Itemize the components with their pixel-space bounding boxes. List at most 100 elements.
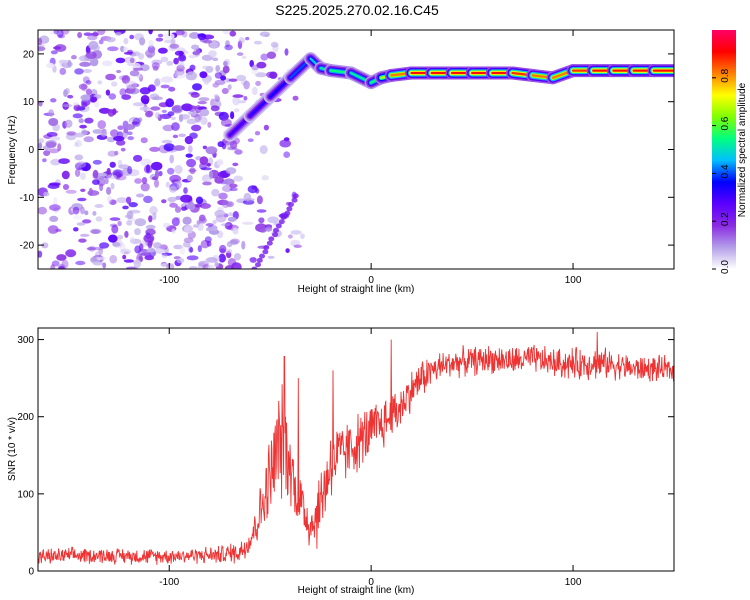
- noise-blob: [138, 53, 145, 60]
- noise-blob: [179, 246, 186, 255]
- noise-blob: [72, 113, 83, 119]
- noise-blob: [50, 50, 58, 55]
- colorbar-ticks: 0.0 0.2 0.4 0.6 0.8: [712, 68, 731, 274]
- noise-blob: [230, 140, 238, 150]
- noise-blob: [192, 83, 202, 91]
- noise-blob: [176, 257, 185, 264]
- spectrogram-noise: [38, 30, 305, 269]
- noise-blob: [94, 100, 100, 108]
- noise-blob: [82, 219, 92, 224]
- noise-blob: [236, 74, 247, 82]
- noise-blob: [59, 67, 67, 75]
- noise-blob: [119, 88, 127, 96]
- noise-blob: [75, 139, 83, 148]
- noise-blob: [284, 210, 291, 216]
- noise-blob: [185, 71, 197, 81]
- noise-blob: [158, 170, 163, 177]
- noise-blob: [249, 257, 257, 263]
- noise-blob: [113, 135, 125, 142]
- noise-blob: [72, 102, 79, 106]
- noise-blob: [152, 96, 163, 101]
- noise-blob: [182, 216, 192, 225]
- noise-blob: [133, 259, 142, 269]
- noise-blob: [293, 244, 302, 248]
- noise-blob: [127, 136, 134, 141]
- noise-blob: [161, 253, 168, 258]
- noise-blob: [197, 101, 207, 105]
- noise-blob: [193, 47, 201, 57]
- y-tick-label: 20: [23, 49, 35, 60]
- noise-blob: [266, 240, 273, 246]
- noise-blob: [194, 204, 202, 208]
- noise-blob: [97, 177, 109, 184]
- noise-blob: [105, 73, 116, 81]
- colorbar-tick-label: 0.8: [720, 68, 731, 82]
- colorbar-tick-label: 0.4: [720, 164, 731, 178]
- noise-blob: [259, 253, 265, 259]
- noise-blob: [74, 168, 81, 177]
- noise-blob: [171, 217, 180, 227]
- snr-frame: [37, 327, 675, 572]
- noise-blob: [80, 94, 91, 101]
- noise-blob: [210, 105, 220, 112]
- noise-blob: [161, 252, 173, 256]
- noise-blob: [116, 139, 126, 146]
- noise-blob: [155, 37, 164, 42]
- noise-blob: [121, 75, 131, 84]
- noise-blob: [175, 195, 182, 200]
- noise-blob: [232, 227, 239, 235]
- noise-blob: [90, 96, 98, 103]
- noise-blob: [95, 251, 100, 259]
- noise-blob: [134, 245, 142, 254]
- noise-blob: [136, 193, 145, 198]
- noise-blob: [188, 169, 197, 173]
- noise-blob: [154, 179, 159, 188]
- noise-blob: [205, 146, 218, 155]
- noise-blob: [82, 69, 92, 73]
- noise-blob: [114, 150, 119, 156]
- noise-blob: [77, 31, 82, 39]
- noise-blob: [74, 132, 85, 138]
- noise-blob: [238, 37, 245, 44]
- noise-blob: [232, 162, 239, 167]
- noise-blob: [151, 161, 163, 171]
- noise-blob: [224, 44, 233, 51]
- noise-blob: [109, 161, 116, 168]
- noise-blob: [140, 252, 151, 257]
- noise-blob: [122, 254, 127, 260]
- noise-blob: [125, 80, 138, 90]
- noise-blob: [133, 154, 143, 162]
- noise-blob: [126, 84, 136, 94]
- noise-blob: [148, 30, 153, 35]
- noise-blob: [233, 175, 244, 182]
- noise-blob: [81, 101, 88, 108]
- noise-blob: [231, 262, 242, 269]
- spectrogram-ridge: [223, 52, 674, 142]
- noise-blob: [153, 242, 162, 249]
- noise-blob: [92, 261, 104, 266]
- snr-panel: -100 0 100 0 100 200 300 Height of straight li…: [7, 327, 675, 596]
- noise-blob: [212, 219, 217, 225]
- noise-blob: [132, 117, 141, 127]
- colorbar-label: Normalized spectral amplitude: [737, 82, 748, 217]
- noise-blob: [229, 187, 238, 192]
- noise-blob: [182, 241, 191, 248]
- noise-blob: [132, 67, 144, 71]
- noise-blob: [116, 69, 122, 74]
- noise-blob: [162, 124, 174, 132]
- noise-blob: [143, 164, 153, 174]
- noise-blob: [120, 248, 132, 255]
- noise-blob: [76, 222, 86, 226]
- noise-blob: [212, 57, 219, 62]
- noise-blob: [189, 64, 196, 71]
- x-tick-label: 0: [368, 577, 374, 588]
- noise-blob: [106, 167, 111, 175]
- noise-blob: [220, 223, 231, 227]
- noise-blob: [266, 51, 277, 59]
- noise-blob: [199, 156, 209, 165]
- noise-blob: [214, 79, 226, 85]
- noise-blob: [165, 181, 170, 188]
- noise-blob: [48, 148, 60, 154]
- noise-blob: [218, 192, 228, 200]
